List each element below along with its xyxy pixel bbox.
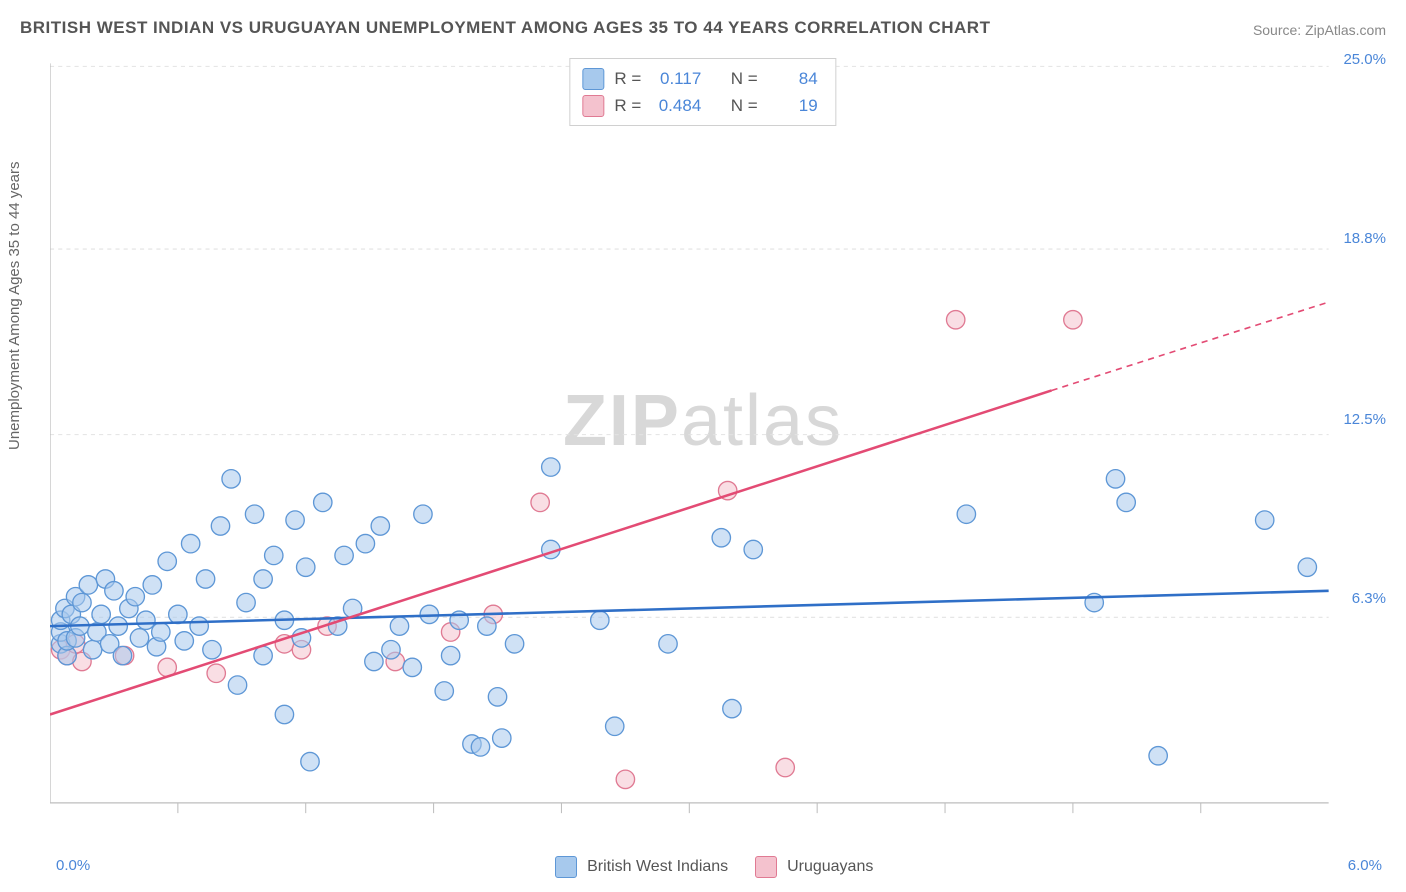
stats-r-value-1: 0.117 xyxy=(651,65,701,92)
legend-label-2: Uruguayans xyxy=(787,858,873,875)
y-tick-label: 18.8% xyxy=(1343,230,1386,247)
stats-row-1: R = 0.117 N = 84 xyxy=(582,65,817,92)
stats-row-2: R = 0.484 N = 19 xyxy=(582,92,817,119)
legend-swatch-2 xyxy=(755,856,777,878)
bottom-legend: British West Indians Uruguayans xyxy=(0,856,1406,878)
stats-n-label-1: N = xyxy=(731,65,758,92)
legend-swatch-1 xyxy=(555,856,577,878)
stats-legend-box: R = 0.117 N = 84 R = 0.484 N = 19 xyxy=(569,58,836,126)
stats-swatch-2 xyxy=(582,95,604,117)
stats-r-label-1: R = xyxy=(614,65,641,92)
chart-title: BRITISH WEST INDIAN VS URUGUAYAN UNEMPLO… xyxy=(20,18,990,38)
stats-r-label-2: R = xyxy=(614,92,641,119)
legend-label-1: British West Indians xyxy=(587,858,728,875)
scatter-chart xyxy=(50,55,1390,845)
y-tick-label: 6.3% xyxy=(1352,590,1386,607)
stats-n-value-2: 19 xyxy=(768,92,818,119)
stats-n-value-1: 84 xyxy=(768,65,818,92)
source-attribution: Source: ZipAtlas.com xyxy=(1253,22,1386,38)
y-tick-label: 25.0% xyxy=(1343,51,1386,68)
y-tick-label: 12.5% xyxy=(1343,411,1386,428)
stats-swatch-1 xyxy=(582,68,604,90)
y-axis-label: Unemployment Among Ages 35 to 44 years xyxy=(6,161,23,450)
stats-n-label-2: N = xyxy=(731,92,758,119)
stats-r-value-2: 0.484 xyxy=(651,92,701,119)
